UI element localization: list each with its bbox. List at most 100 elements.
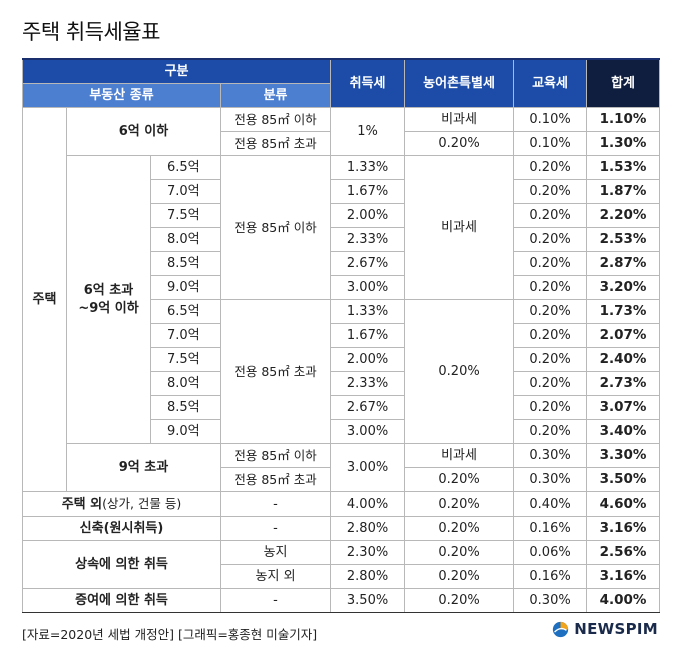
- price-cell: 7.5억: [150, 347, 221, 372]
- header-property-type: 부동산 종류: [22, 83, 221, 108]
- rural-cell: 0.20%: [404, 491, 515, 517]
- rural-cell: 0.20%: [404, 540, 515, 565]
- edu-cell: 0.16%: [513, 516, 588, 541]
- total-cell: 1.73%: [586, 299, 661, 324]
- acq-cell: 3.00%: [330, 275, 406, 300]
- price-cell: 9.0억: [150, 275, 221, 300]
- classification-cell: 전용 85㎡ 이하: [219, 155, 332, 300]
- tax-rate-table: 구분 취득세 농어촌특별세 교육세 합계 부동산 종류 분류 주택 6억 이하 …: [21, 58, 661, 613]
- edu-cell: 0.06%: [513, 540, 588, 565]
- edu-cell: 0.10%: [513, 107, 588, 132]
- edu-cell: 0.20%: [513, 323, 588, 348]
- edu-cell: 0.10%: [513, 131, 588, 156]
- table-row: 7.0억 1.67% 0.20% 1.87%: [23, 179, 661, 204]
- table-row: 9억 초과 전용 85㎡ 이하 3.00% 비과세 0.30% 3.30%: [23, 443, 661, 492]
- classification-cell: 전용 85㎡ 이하: [219, 107, 332, 132]
- edu-cell: 0.20%: [513, 371, 588, 396]
- category-gift: 증여에 의한 취득: [22, 588, 221, 613]
- classification-cell: -: [219, 516, 332, 541]
- acq-cell: 1%: [330, 107, 406, 156]
- table-row: 신축(원시취득) - 2.80% 0.20% 0.16% 3.16%: [22, 516, 661, 541]
- total-cell: 3.20%: [586, 275, 661, 300]
- header-group: 구분: [21, 58, 332, 84]
- price-cell: 6.5억: [150, 155, 221, 180]
- edu-cell: 0.20%: [513, 227, 588, 252]
- acq-cell: 1.33%: [330, 299, 406, 324]
- header-education-tax: 교육세: [513, 58, 588, 108]
- edu-cell: 0.30%: [513, 467, 588, 492]
- edu-cell: 0.20%: [513, 395, 588, 420]
- acq-cell: 1.67%: [330, 179, 406, 204]
- category-other-housing: 주택 외(상가, 건물 등): [22, 491, 221, 517]
- edu-cell: 0.20%: [513, 203, 588, 228]
- price-cell: 8.0억: [150, 371, 221, 396]
- acq-cell: 2.80%: [330, 516, 406, 541]
- table-row: 9.0억 3.00% 0.20% 3.20%: [23, 275, 661, 300]
- rural-cell: 0.20%: [404, 299, 515, 444]
- price-cell: 9.0억: [150, 419, 221, 444]
- price-cell: 8.5억: [150, 251, 221, 276]
- category-new-build: 신축(원시취득): [22, 516, 221, 541]
- table-row: 전용 85㎡ 초과 0.20% 0.30% 3.50%: [23, 467, 661, 492]
- other-housing-note: (상가, 건물 등): [102, 496, 182, 511]
- total-cell: 1.53%: [586, 155, 661, 180]
- edu-cell: 0.40%: [513, 491, 588, 517]
- classification-cell: 전용 85㎡ 초과: [219, 131, 332, 156]
- rural-cell: 비과세: [404, 155, 515, 300]
- acq-cell: 3.50%: [330, 588, 406, 613]
- category-inherit: 상속에 의한 취득: [22, 540, 221, 589]
- total-cell: 4.60%: [586, 491, 661, 517]
- brand-logo: NEWSPIM: [552, 620, 658, 638]
- total-cell: 2.73%: [586, 371, 661, 396]
- classification-cell: -: [219, 588, 332, 613]
- edu-cell: 0.20%: [513, 179, 588, 204]
- classification-cell: 농지: [219, 540, 332, 565]
- rural-cell: 0.20%: [404, 131, 515, 156]
- acq-cell: 2.33%: [330, 227, 406, 252]
- table-row: 8.5억 2.67% 0.20% 3.07%: [23, 395, 661, 420]
- edu-cell: 0.20%: [513, 251, 588, 276]
- total-cell: 2.56%: [586, 540, 661, 565]
- band-under-6: 6억 이하: [66, 107, 221, 156]
- total-cell: 3.30%: [586, 443, 661, 468]
- acq-cell: 3.00%: [330, 443, 406, 492]
- acq-cell: 3.00%: [330, 419, 406, 444]
- category-housing: 주택: [22, 107, 67, 492]
- other-housing-label: 주택 외: [61, 497, 103, 512]
- acq-cell: 2.33%: [330, 371, 406, 396]
- edu-cell: 0.30%: [513, 588, 588, 613]
- price-cell: 8.0억: [150, 227, 221, 252]
- price-cell: 7.0억: [150, 179, 221, 204]
- header-acquisition-tax: 취득세: [330, 58, 406, 108]
- table-row: 6.5억 전용 85㎡ 초과 1.33% 0.20% 0.20% 1.73%: [23, 299, 661, 444]
- total-cell: 1.30%: [586, 131, 661, 156]
- edu-cell: 0.20%: [513, 347, 588, 372]
- table-row: 6억 초과 ~9억 이하 6.5억 전용 85㎡ 이하 1.33% 비과세 0.…: [23, 155, 661, 444]
- total-cell: 2.07%: [586, 323, 661, 348]
- rural-cell: 0.20%: [404, 588, 515, 613]
- header-classification: 분류: [219, 83, 332, 108]
- table-row: 8.5억 2.67% 0.20% 2.87%: [23, 251, 661, 276]
- acq-cell: 1.33%: [330, 155, 406, 180]
- total-cell: 3.16%: [586, 516, 661, 541]
- band-6-to-9-line2: ~9억 이하: [78, 300, 139, 316]
- edu-cell: 0.16%: [513, 564, 588, 589]
- total-cell: 1.10%: [586, 107, 661, 132]
- table-row: 증여에 의한 취득 - 3.50% 0.20% 0.30% 4.00%: [22, 588, 661, 613]
- acq-cell: 2.00%: [330, 203, 406, 228]
- brand-name: NEWSPIM: [574, 620, 658, 638]
- table-row: 7.0억 1.67% 0.20% 2.07%: [23, 323, 661, 348]
- classification-cell: -: [219, 491, 332, 517]
- total-cell: 4.00%: [586, 588, 661, 613]
- acq-cell: 2.80%: [330, 564, 406, 589]
- table-row: 7.5억 2.00% 0.20% 2.20%: [23, 203, 661, 228]
- total-cell: 3.50%: [586, 467, 661, 492]
- source-credit: [자료=2020년 세법 개정안] [그래픽=홍종현 미술기자]: [22, 627, 318, 642]
- edu-cell: 0.20%: [513, 275, 588, 300]
- table-row: 주택 외(상가, 건물 등) - 4.00% 0.20% 0.40% 4.60%: [22, 491, 661, 517]
- acq-cell: 4.00%: [330, 491, 406, 517]
- total-cell: 2.40%: [586, 347, 661, 372]
- acq-cell: 2.30%: [330, 540, 406, 565]
- classification-cell: 전용 85㎡ 이하: [219, 443, 332, 468]
- edu-cell: 0.20%: [513, 155, 588, 180]
